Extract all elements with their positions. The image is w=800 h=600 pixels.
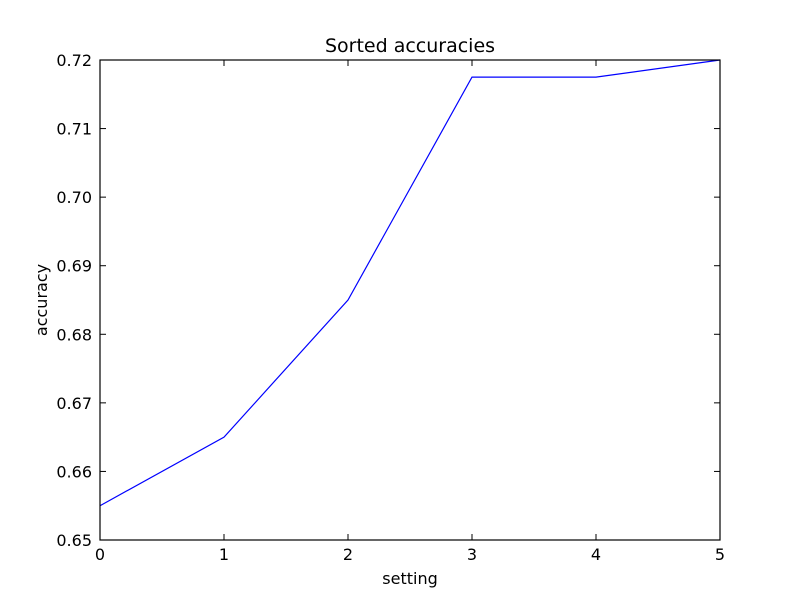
- y-tick-label: 0.65: [56, 531, 92, 550]
- y-axis-label: accuracy: [32, 264, 51, 336]
- series-line: [99, 59, 721, 507]
- plot-area: [100, 60, 720, 540]
- x-tick-label: 1: [219, 545, 229, 564]
- y-tick-label: 0.69: [56, 257, 92, 276]
- x-tick-label: 0: [95, 545, 105, 564]
- x-tick-label: 2: [343, 545, 353, 564]
- plot-frame: [99, 59, 721, 541]
- y-tick-label: 0.72: [56, 51, 92, 70]
- x-tick-label: 3: [467, 545, 477, 564]
- x-tick-label: 4: [591, 545, 601, 564]
- y-tick-label: 0.66: [56, 462, 92, 481]
- tick-layer: 0 1 2 3 4 5 0.65 0.66 0.67 0.68 0.69 0.70 0.71 0.72: [56, 51, 725, 564]
- chart-title: Sorted accuracies: [325, 35, 495, 57]
- y-tick-label: 0.70: [56, 188, 92, 207]
- x-tick-label: 5: [715, 545, 725, 564]
- y-tick-label: 0.71: [56, 120, 92, 139]
- y-tick-label: 0.68: [56, 325, 92, 344]
- x-axis-label: setting: [382, 569, 437, 588]
- y-tick-label: 0.67: [56, 394, 92, 413]
